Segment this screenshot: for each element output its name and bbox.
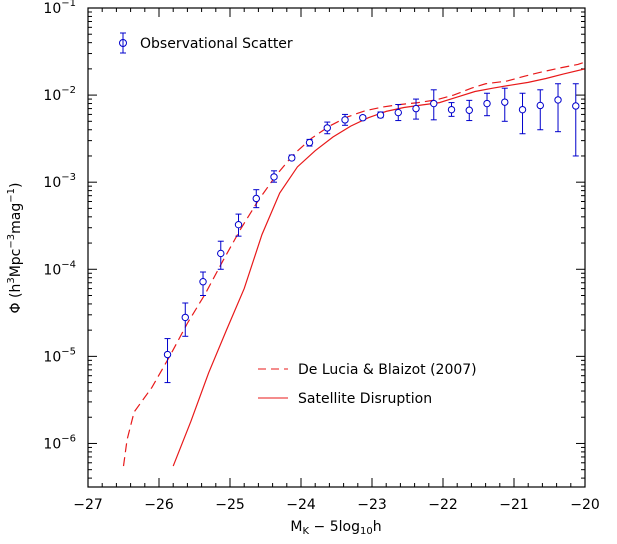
point-marker [323, 124, 331, 132]
point-marker [199, 277, 207, 286]
point-marker [217, 249, 225, 258]
y-tick-label: 10−3 [43, 172, 76, 191]
point-marker [341, 116, 349, 124]
point-marker [536, 101, 544, 110]
legend-label-solid: Satellite Disruption [298, 391, 432, 407]
data-point [554, 83, 562, 133]
data-point [181, 302, 189, 337]
y-tick-label: 10−1 [43, 0, 76, 17]
y-tick-label: 10−5 [43, 346, 76, 365]
data-point [430, 89, 438, 121]
data-point [465, 99, 473, 122]
data-point [270, 170, 278, 183]
point-marker [465, 106, 473, 114]
data-point [536, 89, 544, 131]
y-tick-label: 10−6 [43, 433, 76, 452]
point-marker [412, 104, 420, 113]
x-tick-label: −27 [73, 497, 103, 513]
point-marker [554, 96, 562, 104]
y-tick-label: 10−2 [43, 85, 76, 104]
point-marker [483, 99, 491, 108]
data-point [288, 154, 296, 162]
point-marker [252, 194, 260, 203]
point-marker [430, 99, 438, 108]
x-tick-label: −26 [144, 497, 174, 513]
data-point [447, 102, 456, 117]
point-marker [394, 108, 402, 117]
point-marker [270, 173, 278, 181]
point-marker [305, 138, 314, 147]
point-marker [447, 105, 456, 114]
data-point [305, 138, 314, 147]
legend-label-observations: Observational Scatter [140, 36, 293, 52]
data-point [323, 121, 331, 135]
point-marker [501, 98, 509, 106]
y-axis-title: Φ (h3Mpc−3mag−1) [6, 183, 24, 314]
data-point [376, 111, 385, 119]
data-point [501, 87, 509, 122]
data-point [234, 213, 243, 237]
legend-label-dashed: De Lucia & Blaizot (2007) [298, 362, 477, 378]
point-marker [572, 102, 580, 110]
point-marker [234, 220, 243, 229]
data-point [252, 189, 260, 209]
data-point [412, 98, 420, 120]
point-marker [518, 105, 527, 114]
observation-points [163, 83, 580, 384]
point-marker [181, 313, 189, 322]
data-point [518, 92, 527, 135]
data-point [483, 92, 491, 117]
legend-marker [119, 39, 127, 47]
legend-solid: Satellite Disruption [258, 391, 432, 407]
point-marker [376, 111, 385, 119]
data-point [394, 103, 402, 122]
point-marker [359, 114, 367, 122]
x-axis-title: MK − 5log10h [290, 519, 381, 537]
legend-dashed: De Lucia & Blaizot (2007) [258, 362, 477, 378]
data-point [341, 113, 349, 126]
legend: Observational Scatter De Lucia & Blaizot… [119, 32, 477, 407]
point-marker [288, 154, 296, 162]
legend-observations: Observational Scatter [119, 32, 293, 54]
data-point [199, 271, 207, 296]
x-tick-label: −23 [357, 497, 387, 513]
plot-frame [87, 7, 586, 488]
data-point [359, 114, 367, 122]
x-tick-label: −25 [215, 497, 245, 513]
data-point [217, 240, 225, 270]
tick-labels: −27 −26 −25 −24 −23 −22 −21 −20 10−6 10−5 10−4 10−3… [43, 0, 599, 513]
axis-ticks [87, 8, 586, 487]
y-tick-label: 10−4 [43, 259, 76, 278]
data-point [572, 83, 580, 157]
x-tick-label: −24 [286, 497, 316, 513]
data-point [163, 338, 172, 384]
x-tick-label: −20 [570, 497, 600, 513]
x-tick-label: −22 [428, 497, 458, 513]
point-marker [163, 350, 172, 359]
x-tick-label: −21 [499, 497, 529, 513]
